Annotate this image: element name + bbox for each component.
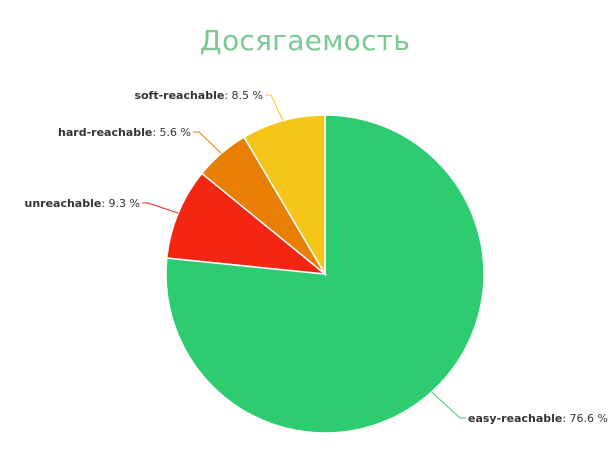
data-label-easy-reachable: easy-reachable: 76.6 % bbox=[468, 412, 608, 425]
data-label-name: soft-reachable bbox=[134, 89, 224, 102]
data-label-value: : 76.6 % bbox=[562, 412, 608, 425]
data-label-unreachable: unreachable: 9.3 % bbox=[24, 197, 140, 210]
connector-line-unreachable bbox=[142, 202, 179, 214]
data-label-value: : 8.5 % bbox=[224, 89, 263, 102]
connector-line-easy-reachable bbox=[431, 391, 466, 419]
data-label-value: : 9.3 % bbox=[101, 197, 140, 210]
data-label-soft-reachable: soft-reachable: 8.5 % bbox=[134, 89, 263, 102]
chart-title: Досягаемость bbox=[199, 24, 411, 57]
pie-slice-unreachable[interactable] bbox=[165, 172, 328, 275]
pie-slice-soft-reachable[interactable] bbox=[243, 114, 326, 277]
data-label-name: hard-reachable bbox=[58, 126, 152, 139]
pie-labels: easy-reachable: 76.6 % unreachable: 9.3 %… bbox=[24, 89, 608, 425]
connector-line-hard-reachable bbox=[193, 131, 222, 154]
data-label-name: easy-reachable bbox=[468, 412, 562, 425]
data-label-value: : 5.6 % bbox=[152, 126, 191, 139]
connector-line-soft-reachable bbox=[265, 94, 284, 121]
pie-slices bbox=[165, 114, 485, 434]
data-label-name: unreachable bbox=[24, 197, 101, 210]
data-label-hard-reachable: hard-reachable: 5.6 % bbox=[58, 126, 191, 139]
